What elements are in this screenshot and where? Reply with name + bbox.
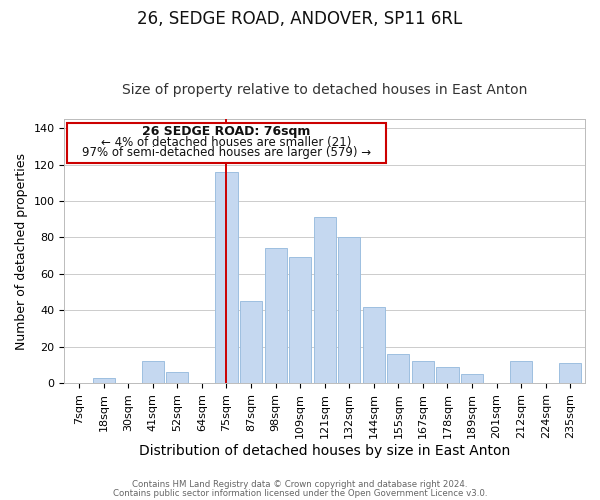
Text: 26, SEDGE ROAD, ANDOVER, SP11 6RL: 26, SEDGE ROAD, ANDOVER, SP11 6RL	[137, 10, 463, 28]
Bar	[559, 363, 581, 383]
Bar	[510, 361, 532, 383]
Bar	[314, 218, 336, 383]
Text: ← 4% of detached houses are smaller (21): ← 4% of detached houses are smaller (21)	[101, 136, 352, 149]
Bar	[265, 248, 287, 383]
Title: Size of property relative to detached houses in East Anton: Size of property relative to detached ho…	[122, 83, 527, 97]
Bar	[289, 258, 311, 383]
Bar	[412, 361, 434, 383]
Bar	[92, 378, 115, 383]
Text: Contains public sector information licensed under the Open Government Licence v3: Contains public sector information licen…	[113, 488, 487, 498]
Text: Contains HM Land Registry data © Crown copyright and database right 2024.: Contains HM Land Registry data © Crown c…	[132, 480, 468, 489]
Text: 26 SEDGE ROAD: 76sqm: 26 SEDGE ROAD: 76sqm	[142, 126, 311, 138]
Bar	[142, 361, 164, 383]
Y-axis label: Number of detached properties: Number of detached properties	[15, 152, 28, 350]
Bar	[240, 301, 262, 383]
Bar	[436, 366, 458, 383]
Text: 97% of semi-detached houses are larger (579) →: 97% of semi-detached houses are larger (…	[82, 146, 371, 160]
X-axis label: Distribution of detached houses by size in East Anton: Distribution of detached houses by size …	[139, 444, 511, 458]
Bar	[338, 238, 361, 383]
Bar	[363, 306, 385, 383]
Bar	[166, 372, 188, 383]
Bar	[388, 354, 409, 383]
FancyBboxPatch shape	[67, 122, 386, 162]
Bar	[215, 172, 238, 383]
Bar	[461, 374, 483, 383]
